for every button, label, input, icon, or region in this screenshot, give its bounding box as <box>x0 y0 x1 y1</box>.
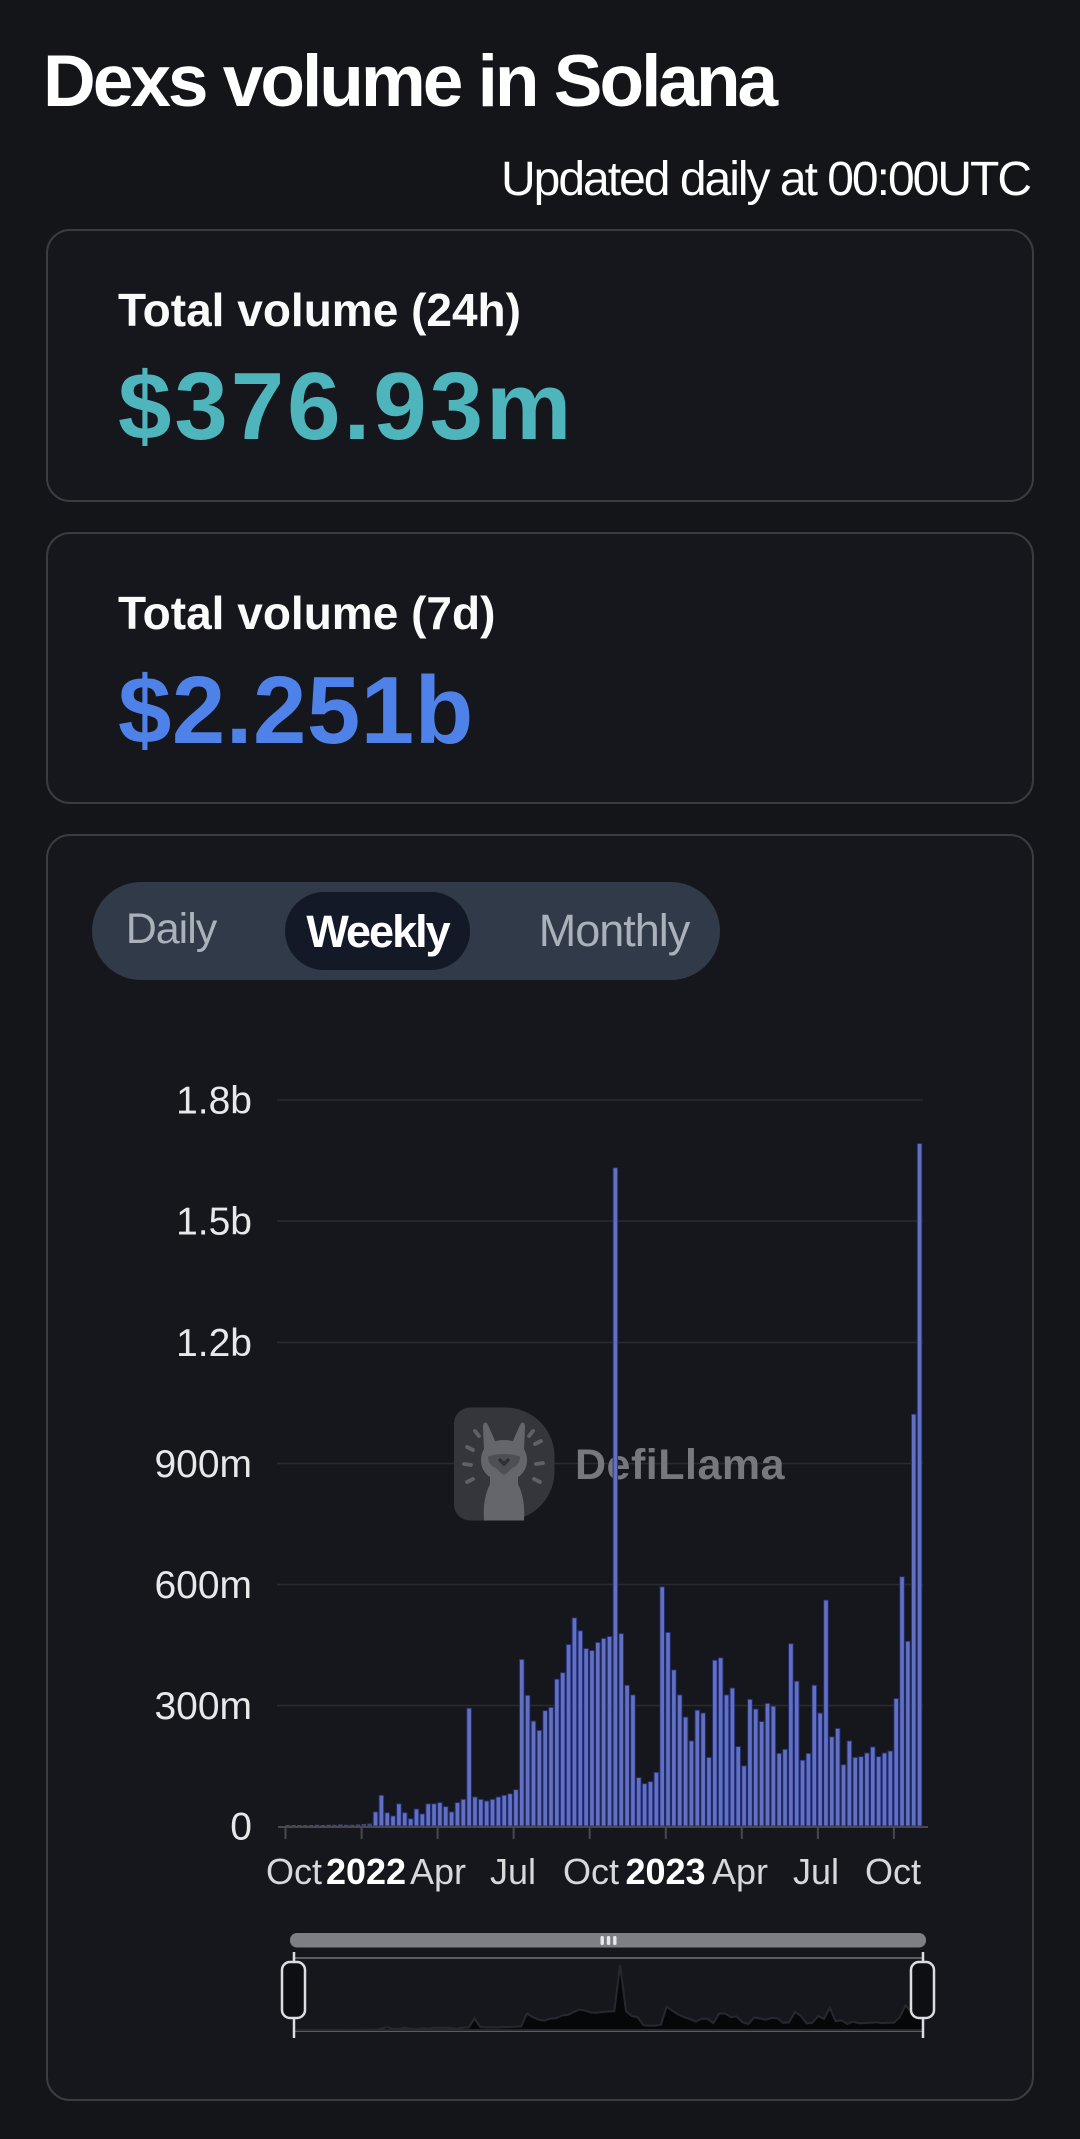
svg-text:2023: 2023 <box>625 1851 705 1892</box>
svg-text:Apr: Apr <box>410 1851 466 1892</box>
svg-text:Oct: Oct <box>865 1851 921 1892</box>
svg-text:Jul: Jul <box>490 1851 536 1892</box>
svg-text:1.2b: 1.2b <box>176 1322 252 1365</box>
svg-text:300m: 300m <box>154 1685 252 1728</box>
svg-text:600m: 600m <box>154 1564 252 1607</box>
svg-text:Oct: Oct <box>266 1851 322 1892</box>
svg-text:DefiLlama: DefiLlama <box>575 1441 786 1489</box>
svg-text:Apr: Apr <box>712 1851 768 1892</box>
svg-text:0: 0 <box>230 1806 252 1849</box>
svg-text:Jul: Jul <box>793 1851 839 1892</box>
svg-text:Oct: Oct <box>563 1851 619 1892</box>
svg-text:1.8b: 1.8b <box>176 1080 252 1123</box>
svg-text:2022: 2022 <box>326 1851 406 1892</box>
svg-text:1.5b: 1.5b <box>176 1201 252 1244</box>
svg-text:900m: 900m <box>154 1443 252 1486</box>
